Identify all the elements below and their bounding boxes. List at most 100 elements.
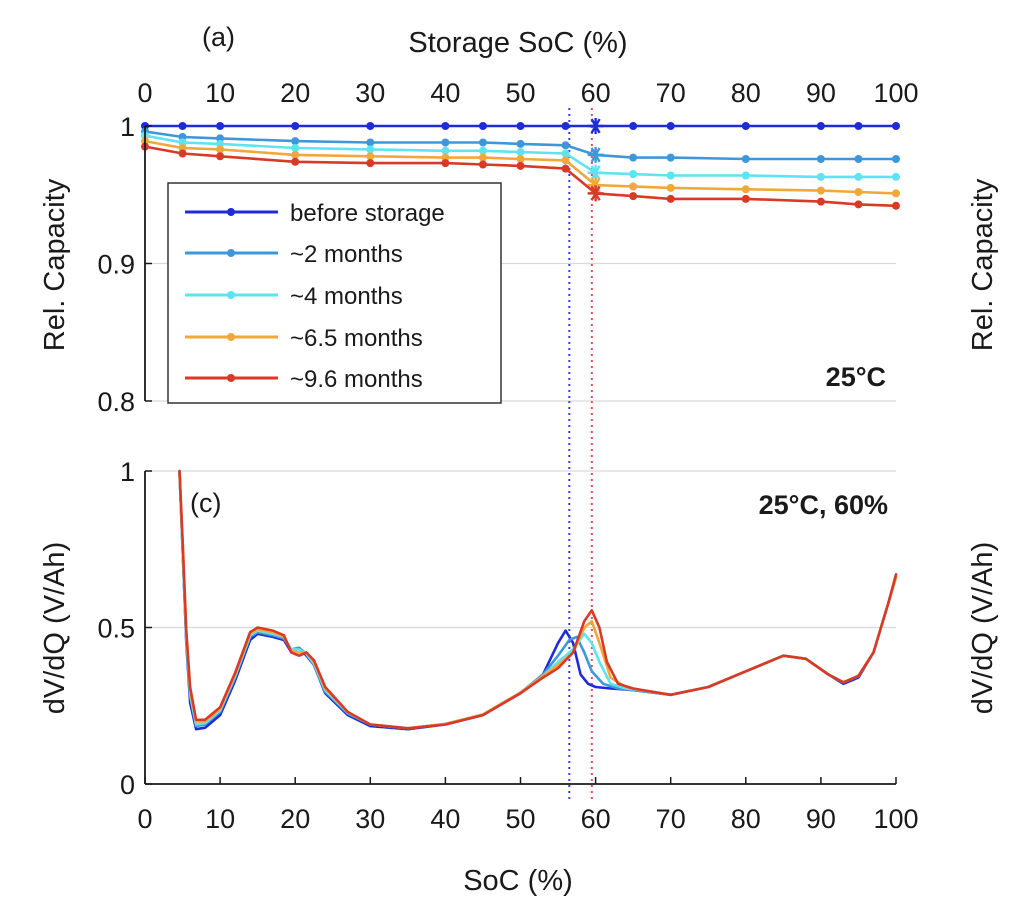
capacity-data-point: [561, 141, 570, 150]
capacity-data-point: [629, 153, 638, 162]
dvdq-x-tick-label: 10: [205, 804, 235, 834]
capacity-data-point: [816, 155, 825, 163]
right-dvdq-ylabel: dV/dQ (V/Ah): [967, 542, 999, 714]
capacity-data-point: [741, 194, 750, 203]
capacity-data-point: [561, 149, 570, 158]
dvdq-y-tick-label: 1: [120, 457, 135, 487]
capacity-data-point: [216, 139, 225, 148]
capacity-data-point: [216, 134, 225, 143]
dvdq-x-tick-label: 70: [656, 804, 686, 834]
capacity-legend: before storage ~2 months ~4 months ~6.5 …: [167, 182, 502, 404]
capacity-data-point: [666, 183, 675, 192]
capacity-data-point: [291, 157, 300, 166]
capacity-y-tick-label: 1: [120, 112, 135, 142]
capacity-series-line: [144, 134, 896, 179]
dvdq-annotation: 25°C, 60%: [759, 490, 888, 520]
dvdq-x-tick-label: 90: [806, 804, 836, 834]
legend-label: ~6.5 months: [290, 325, 423, 352]
legend-item-before-storage: before storage: [185, 200, 445, 227]
capacity-x-tick-label: 10: [205, 78, 235, 108]
dvdq-ylabel: dV/dQ (V/Ah): [39, 542, 71, 714]
legend-swatch-marker: [227, 249, 235, 257]
dvdq-series: [178, 469, 898, 731]
capacity-annotation: 25°C: [826, 362, 886, 392]
capacity-data-point: [516, 155, 525, 163]
capacity-data-point: [561, 122, 570, 130]
capacity-data-point: [816, 122, 825, 130]
dvdq-x-tick-label: 50: [505, 804, 535, 834]
capacity-data-point: [666, 122, 675, 130]
dvdq-x-tick-label: 30: [355, 804, 385, 834]
capacity-data-point: [216, 145, 225, 154]
legend-label: before storage: [290, 200, 445, 227]
capacity-data-point: [516, 139, 525, 148]
legend-item-9-6-months: ~9.6 months: [185, 366, 423, 393]
capacity-x-tick-label: 0: [137, 78, 152, 108]
dvdq-series-line: [178, 469, 898, 730]
capacity-y-tick-label: 0.9: [97, 250, 135, 280]
capacity-data-point: [291, 150, 300, 159]
capacity-data-point: [854, 200, 863, 209]
panel-c-label: (c): [190, 488, 221, 518]
capacity-data-point: [854, 188, 863, 196]
capacity-asterisk-marker: [587, 185, 604, 202]
capacity-y-tick-label: 0.8: [97, 387, 135, 417]
capacity-x-tick-label: 70: [656, 78, 686, 108]
capacity-data-point: [629, 122, 638, 130]
dvdq-axes: 00.510 10 20 30 40 50 60 70 80 90 100: [97, 457, 918, 834]
capacity-x-tick-label: 80: [731, 78, 761, 108]
capacity-data-point: [366, 152, 375, 161]
capacity-data-point: [854, 155, 863, 163]
capacity-data-point: [892, 201, 900, 210]
capacity-data-point: [892, 122, 900, 130]
capacity-data-point: [178, 144, 187, 152]
capacity-data-point: [366, 138, 375, 147]
capacity-x-tick-label: 20: [280, 78, 310, 108]
dvdq-y-tick-label: 0: [120, 770, 135, 800]
capacity-data-point: [441, 159, 450, 168]
capacity-data-point: [441, 146, 450, 155]
capacity-data-point: [291, 144, 300, 152]
capacity-data-point: [478, 138, 487, 147]
capacity-data-point: [478, 153, 487, 162]
dvdq-x-tick-label: 60: [581, 804, 611, 834]
dvdq-chart: 00.510 10 20 30 40 50 60 70 80 90 100 (c) 25°C, 60…: [39, 401, 919, 897]
capacity-data-point: [741, 155, 750, 163]
capacity-data-point: [478, 122, 487, 130]
capacity-data-point: [629, 182, 638, 191]
capacity-x-tick-label: 100: [873, 78, 918, 108]
dvdq-reference-lines: [568, 401, 593, 802]
capacity-data-point: [561, 164, 570, 173]
capacity-data-point: [741, 171, 750, 180]
legend-swatch-marker: [227, 291, 235, 299]
dvdq-x-tick-label: 0: [137, 804, 152, 834]
capacity-x-tick-label: 30: [355, 78, 385, 108]
capacity-data-point: [366, 122, 375, 130]
legend-swatch-marker: [227, 208, 235, 216]
right-capacity-ylabel: Rel. Capacity: [967, 178, 999, 351]
capacity-top-xlabel: Storage SoC (%): [408, 27, 627, 59]
capacity-data-point: [816, 197, 825, 206]
capacity-data-point: [816, 186, 825, 195]
capacity-data-point: [516, 122, 525, 130]
dvdq-x-tick-label: 100: [873, 804, 918, 834]
capacity-data-point: [741, 185, 750, 194]
capacity-axes: 0.8 0.9 10 10 20 30 40 50 60 70 80 90 100: [97, 78, 918, 417]
legend-item-6-5-months: ~6.5 months: [185, 325, 423, 352]
legend-label: ~2 months: [290, 241, 403, 268]
capacity-data-point: [892, 172, 900, 181]
legend-swatch-marker: [227, 333, 235, 341]
capacity-data-point: [516, 161, 525, 170]
capacity-data-point: [291, 137, 300, 146]
capacity-data-point: [561, 156, 570, 165]
dvdq-grid: [145, 470, 896, 629]
capacity-data-point: [178, 133, 187, 141]
capacity-data-point: [854, 122, 863, 130]
capacity-asterisk-marker: [587, 146, 604, 163]
legend-item-2-months: ~2 months: [185, 241, 403, 268]
capacity-asterisk-marker: [587, 118, 604, 134]
capacity-x-tick-label: 50: [505, 78, 535, 108]
capacity-data-point: [666, 194, 675, 203]
capacity-data-point: [216, 122, 225, 130]
